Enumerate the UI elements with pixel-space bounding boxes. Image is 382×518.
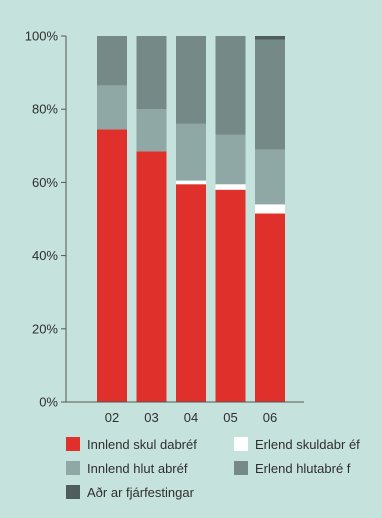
bar-04-series-3: [176, 36, 206, 124]
x-tick-label-06: 06: [263, 410, 277, 425]
bar-02-series-2: [97, 85, 127, 130]
legend-swatch-innlend-skuldabref: [66, 437, 80, 451]
legend-label-innlend-hlutabref: Innlend hlut abréf: [87, 460, 188, 476]
legend-item-innlend-skuldabref: Innlend skul dabréf: [66, 436, 197, 452]
y-tick-label-1: 20%: [32, 321, 58, 336]
bar-05-series-3: [215, 36, 246, 135]
legend-label-erlend-hlutabref: Erlend hlutabré f: [255, 460, 351, 476]
y-tick-label-5: 100%: [25, 29, 59, 44]
legend-item-adrar-fjarfestingar: Aðr ar fjárfestingar: [66, 484, 194, 500]
bar-05-series-1: [215, 184, 246, 190]
bar-06-series-2: [255, 149, 285, 205]
legend-item-erlend-hlutabref: Erlend hlutabré f: [234, 460, 350, 476]
legend-swatch-erlend-hlutabref: [234, 461, 248, 475]
bar-06-series-0: [255, 213, 285, 402]
x-tick-label-05: 05: [223, 410, 237, 425]
legend-label-erlend-skuldabref: Erlend skuldabr éf: [255, 436, 360, 452]
legend-item-erlend-skuldabref: Erlend skuldabr éf: [234, 436, 360, 452]
bar-02-series-0: [97, 129, 127, 402]
x-tick-label-02: 02: [105, 410, 119, 425]
bar-06-series-1: [255, 204, 285, 214]
x-tick-label-04: 04: [184, 410, 198, 425]
bar-05-series-2: [215, 134, 246, 185]
legend-swatch-erlend-skuldabref: [234, 437, 248, 451]
y-tick-label-4: 80%: [32, 102, 58, 117]
legend-swatch-adrar-fjarfestingar: [66, 485, 80, 499]
y-tick-label-3: 60%: [32, 175, 58, 190]
legend-label-innlend-skuldabref: Innlend skul dabréf: [87, 436, 197, 452]
y-tick-label-2: 40%: [32, 248, 58, 263]
bar-03-series-3: [136, 36, 167, 110]
bar-02-series-3: [97, 36, 127, 86]
bar-04-series-2: [176, 123, 206, 181]
legend-label-adrar-fjarfestingar: Aðr ar fjárfestingar: [87, 484, 194, 500]
bar-04-series-1: [176, 180, 206, 185]
bar-03-series-0: [136, 151, 167, 402]
x-tick-label-03: 03: [144, 410, 158, 425]
stacked-bar-chart: 02 03 04 05 06 0% 20% 40% 60% 80% 100%: [25, 29, 304, 425]
bar-03-series-2: [136, 109, 167, 152]
y-tick-label-0: 0%: [39, 395, 58, 410]
legend-swatch-innlend-hlutabref: [66, 461, 80, 475]
bar-04-series-0: [176, 184, 206, 402]
legend-item-innlend-hlutabref: Innlend hlut abréf: [66, 460, 187, 476]
bar-05-series-0: [215, 189, 246, 402]
bar-06-series-4: [255, 36, 285, 40]
bar-06-series-3: [255, 39, 285, 150]
